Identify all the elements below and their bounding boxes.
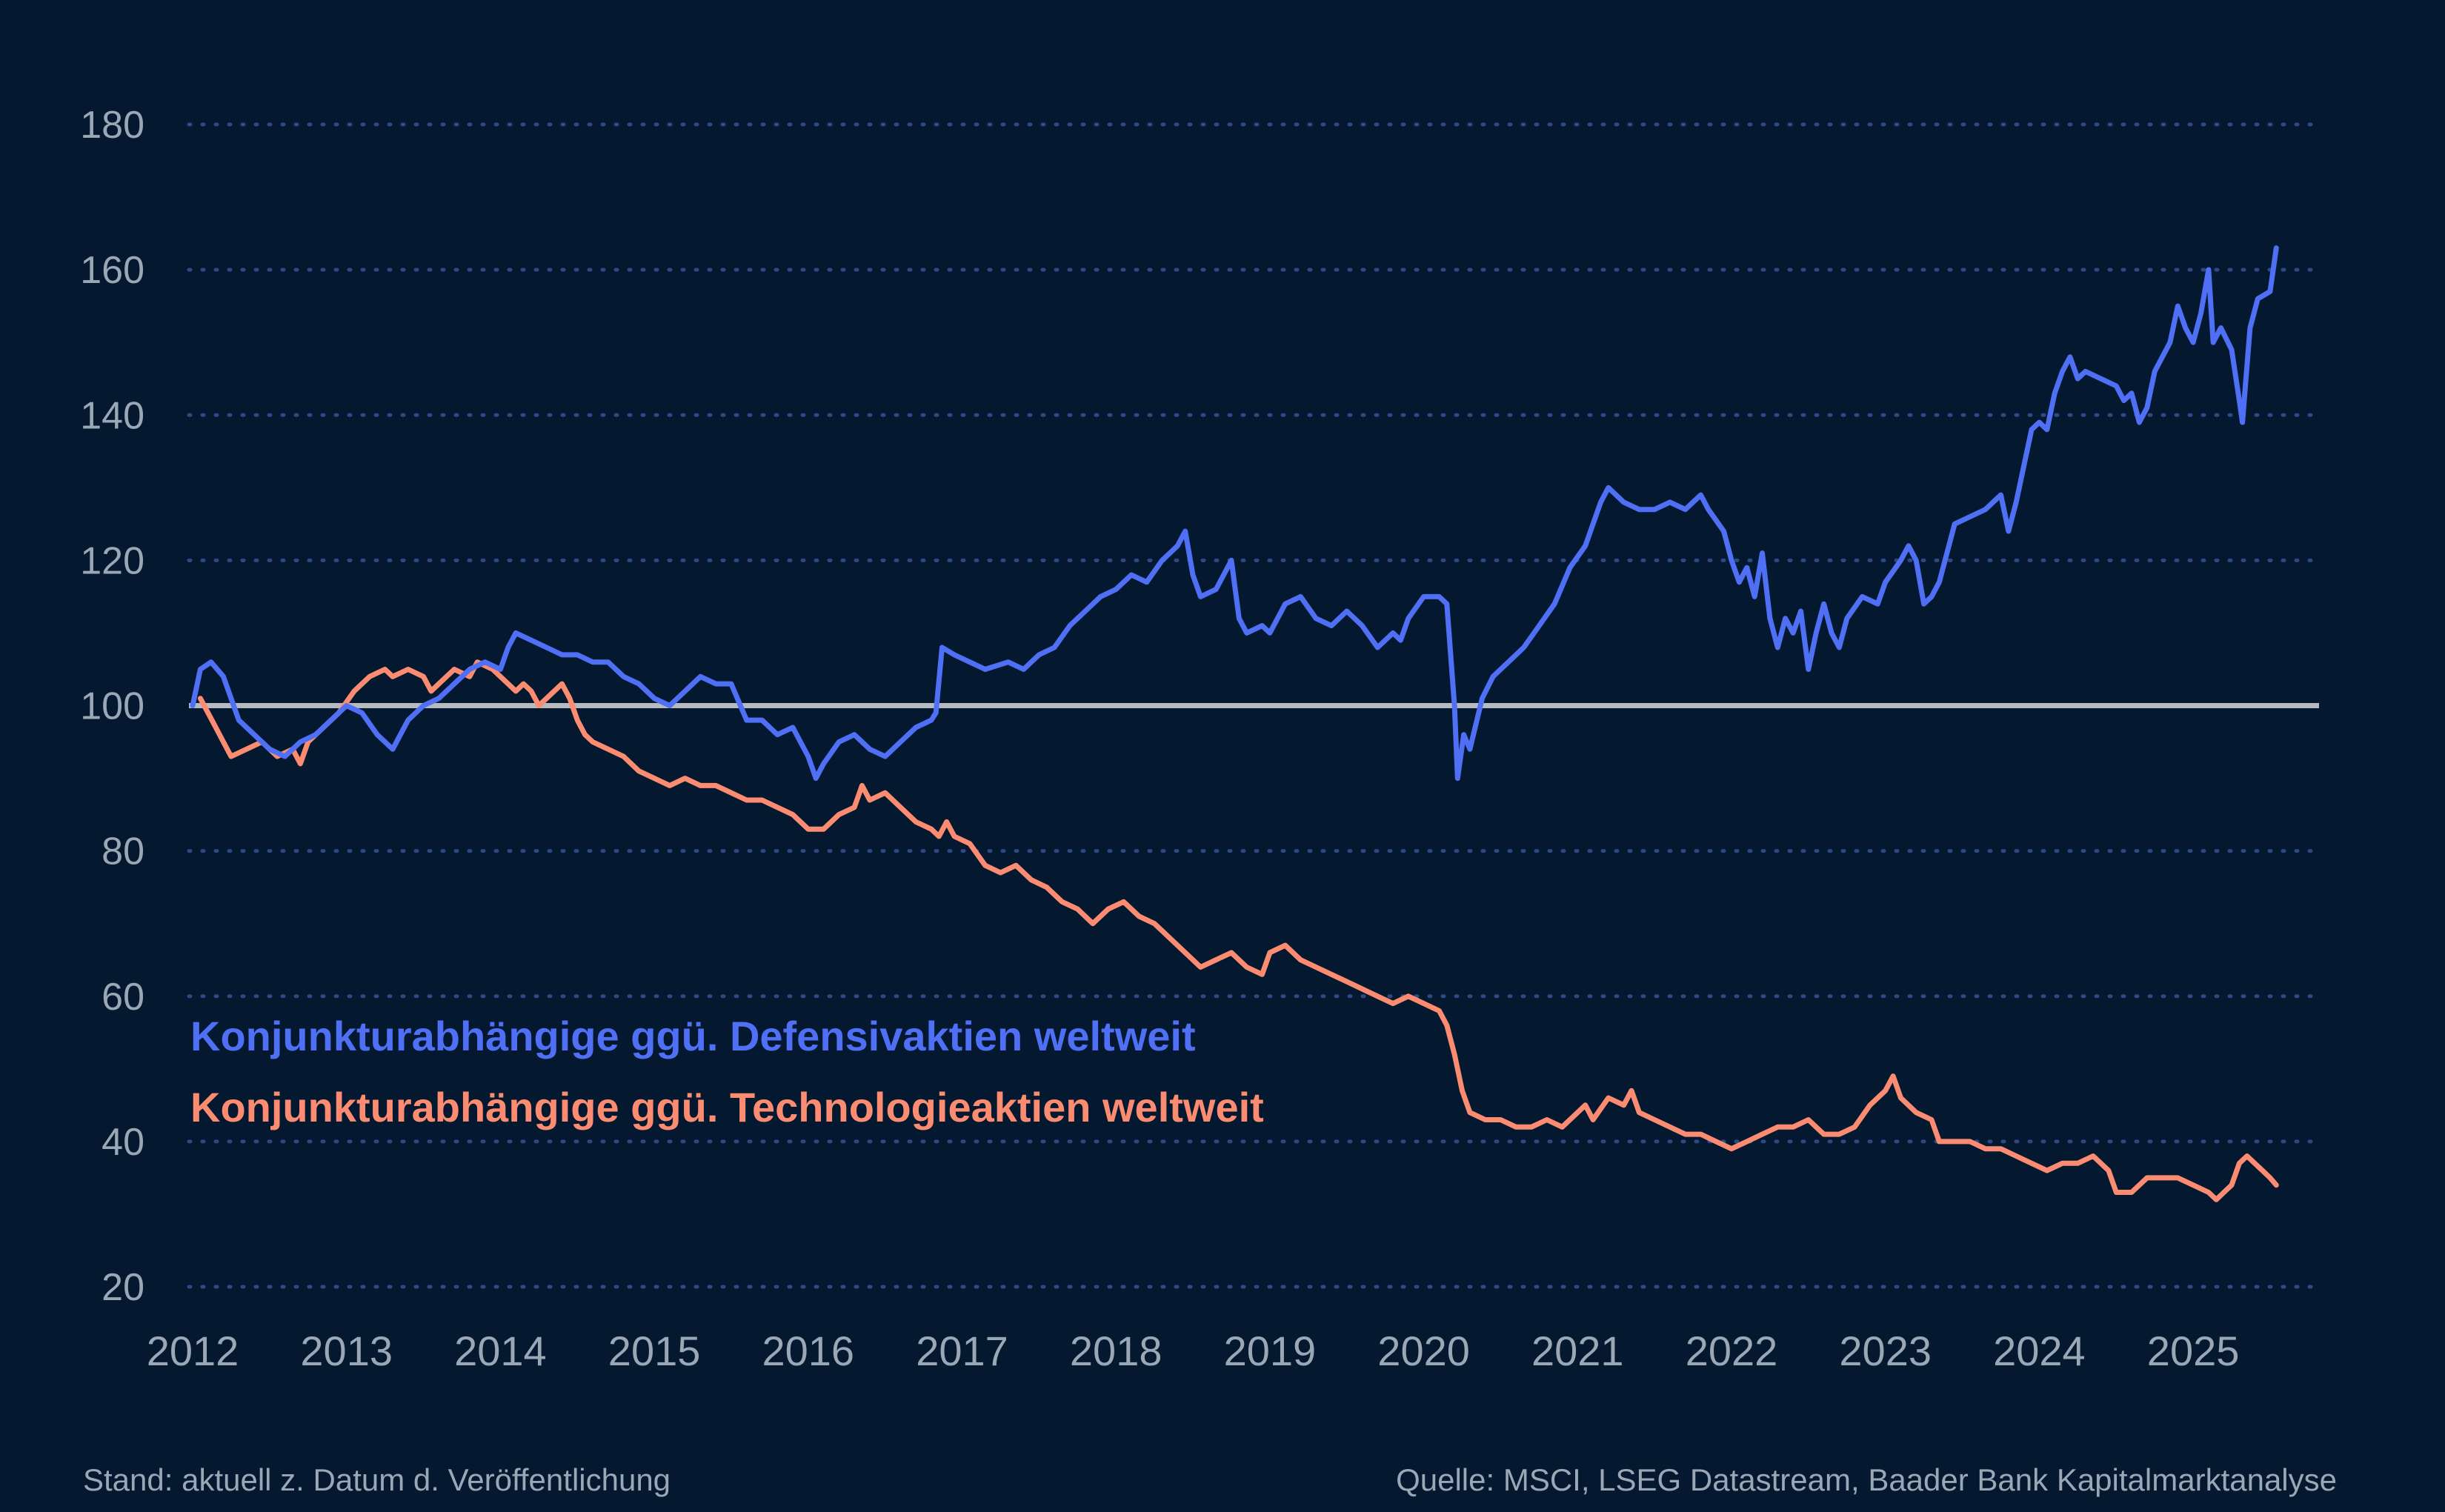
x-tick-label: 2017 xyxy=(916,1328,1008,1374)
series-line-technology xyxy=(197,659,2279,1202)
y-tick-label: 180 xyxy=(80,104,144,147)
x-tick-label: 2018 xyxy=(1070,1328,1162,1374)
y-tick-label: 20 xyxy=(102,1266,144,1309)
footer-stand-note: Stand: aktuell z. Datum d. Veröffentlich… xyxy=(83,1462,671,1497)
legend-label-technology: Konjunkturabhängige ggü. Technologieakti… xyxy=(190,1084,1264,1130)
x-tick-label: 2015 xyxy=(608,1328,701,1374)
y-tick-label: 140 xyxy=(80,394,144,437)
y-axis-ticks: 20 40 60 80 100 120 140 160 180 xyxy=(80,104,144,1309)
x-tick-label: 2021 xyxy=(1531,1328,1624,1374)
x-axis-ticks: 2012 2013 2014 2015 2016 2017 2018 2019 2020 2021… xyxy=(147,1328,2240,1374)
series-line-defensive xyxy=(190,245,2279,782)
x-tick-label: 2012 xyxy=(147,1328,239,1374)
y-tick-label: 120 xyxy=(80,539,144,582)
x-tick-label: 2020 xyxy=(1377,1328,1470,1374)
x-tick-label: 2023 xyxy=(1839,1328,1932,1374)
x-tick-label: 2019 xyxy=(1224,1328,1317,1374)
x-tick-label: 2013 xyxy=(300,1328,393,1374)
legend-label-defensive: Konjunkturabhängige ggü. Defensivaktien … xyxy=(190,1013,1196,1059)
x-tick-label: 2022 xyxy=(1686,1328,1778,1374)
x-tick-label: 2025 xyxy=(2147,1328,2240,1374)
y-tick-label: 40 xyxy=(102,1121,144,1164)
y-tick-label: 60 xyxy=(102,976,144,1019)
series-lines xyxy=(190,245,2279,1202)
x-tick-label: 2014 xyxy=(454,1328,547,1374)
x-tick-label: 2016 xyxy=(762,1328,855,1374)
legend: Konjunkturabhängige ggü. Defensivaktien … xyxy=(190,1013,1264,1130)
y-tick-label: 80 xyxy=(102,830,144,873)
y-tick-label: 160 xyxy=(80,249,144,292)
y-tick-label: 100 xyxy=(80,685,144,728)
x-tick-label: 2024 xyxy=(1993,1328,2086,1374)
footer-source-note: Quelle: MSCI, LSEG Datastream, Baader Ba… xyxy=(1396,1462,2337,1497)
